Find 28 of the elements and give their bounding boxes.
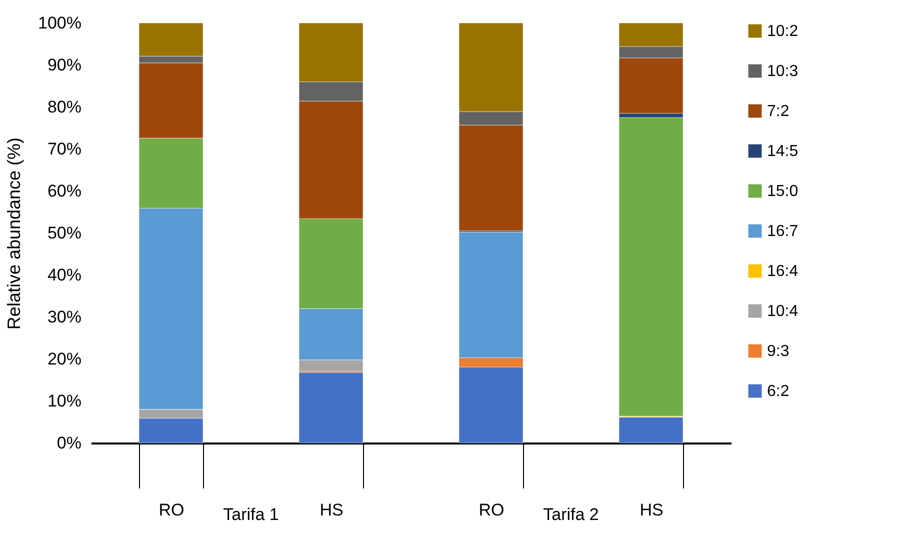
y-tick-label: 30% — [47, 308, 82, 326]
legend-label: 16:7 — [767, 223, 798, 240]
y-tick-label: 40% — [47, 266, 82, 284]
y-tick-label: 50% — [47, 224, 82, 242]
legend-label: 16:4 — [767, 263, 798, 280]
legend-label: 7:2 — [767, 103, 790, 120]
y-tick-label: 60% — [47, 182, 82, 200]
y-tick-label: 0% — [56, 434, 82, 452]
y-tick-label: 20% — [47, 350, 82, 368]
x-tick-label: RO — [158, 500, 184, 520]
y-tick-label: 10% — [47, 392, 82, 410]
legend-label: 14:5 — [767, 143, 798, 160]
y-tick-label: 80% — [47, 98, 82, 116]
x-tick-label: HS — [640, 500, 664, 520]
legend-label: 15:0 — [767, 183, 798, 200]
legend-label: 10:3 — [767, 63, 798, 80]
legend-label: 10:2 — [767, 23, 798, 40]
legend-label: 9:3 — [767, 343, 790, 360]
y-axis-title: Relative abundance (%) — [4, 137, 24, 330]
x-tick-label: RO — [478, 500, 504, 520]
y-tick-label: 70% — [47, 140, 82, 158]
legend-label: 6:2 — [767, 383, 790, 400]
text: Tarifa 1 — [223, 505, 279, 524]
legend-label: 10:4 — [767, 303, 798, 320]
x-tick-label: HS — [320, 500, 344, 520]
text: Tarifa 2 — [543, 505, 599, 524]
y-tick-label: 100% — [38, 14, 82, 32]
y-tick-label: 90% — [47, 56, 82, 74]
